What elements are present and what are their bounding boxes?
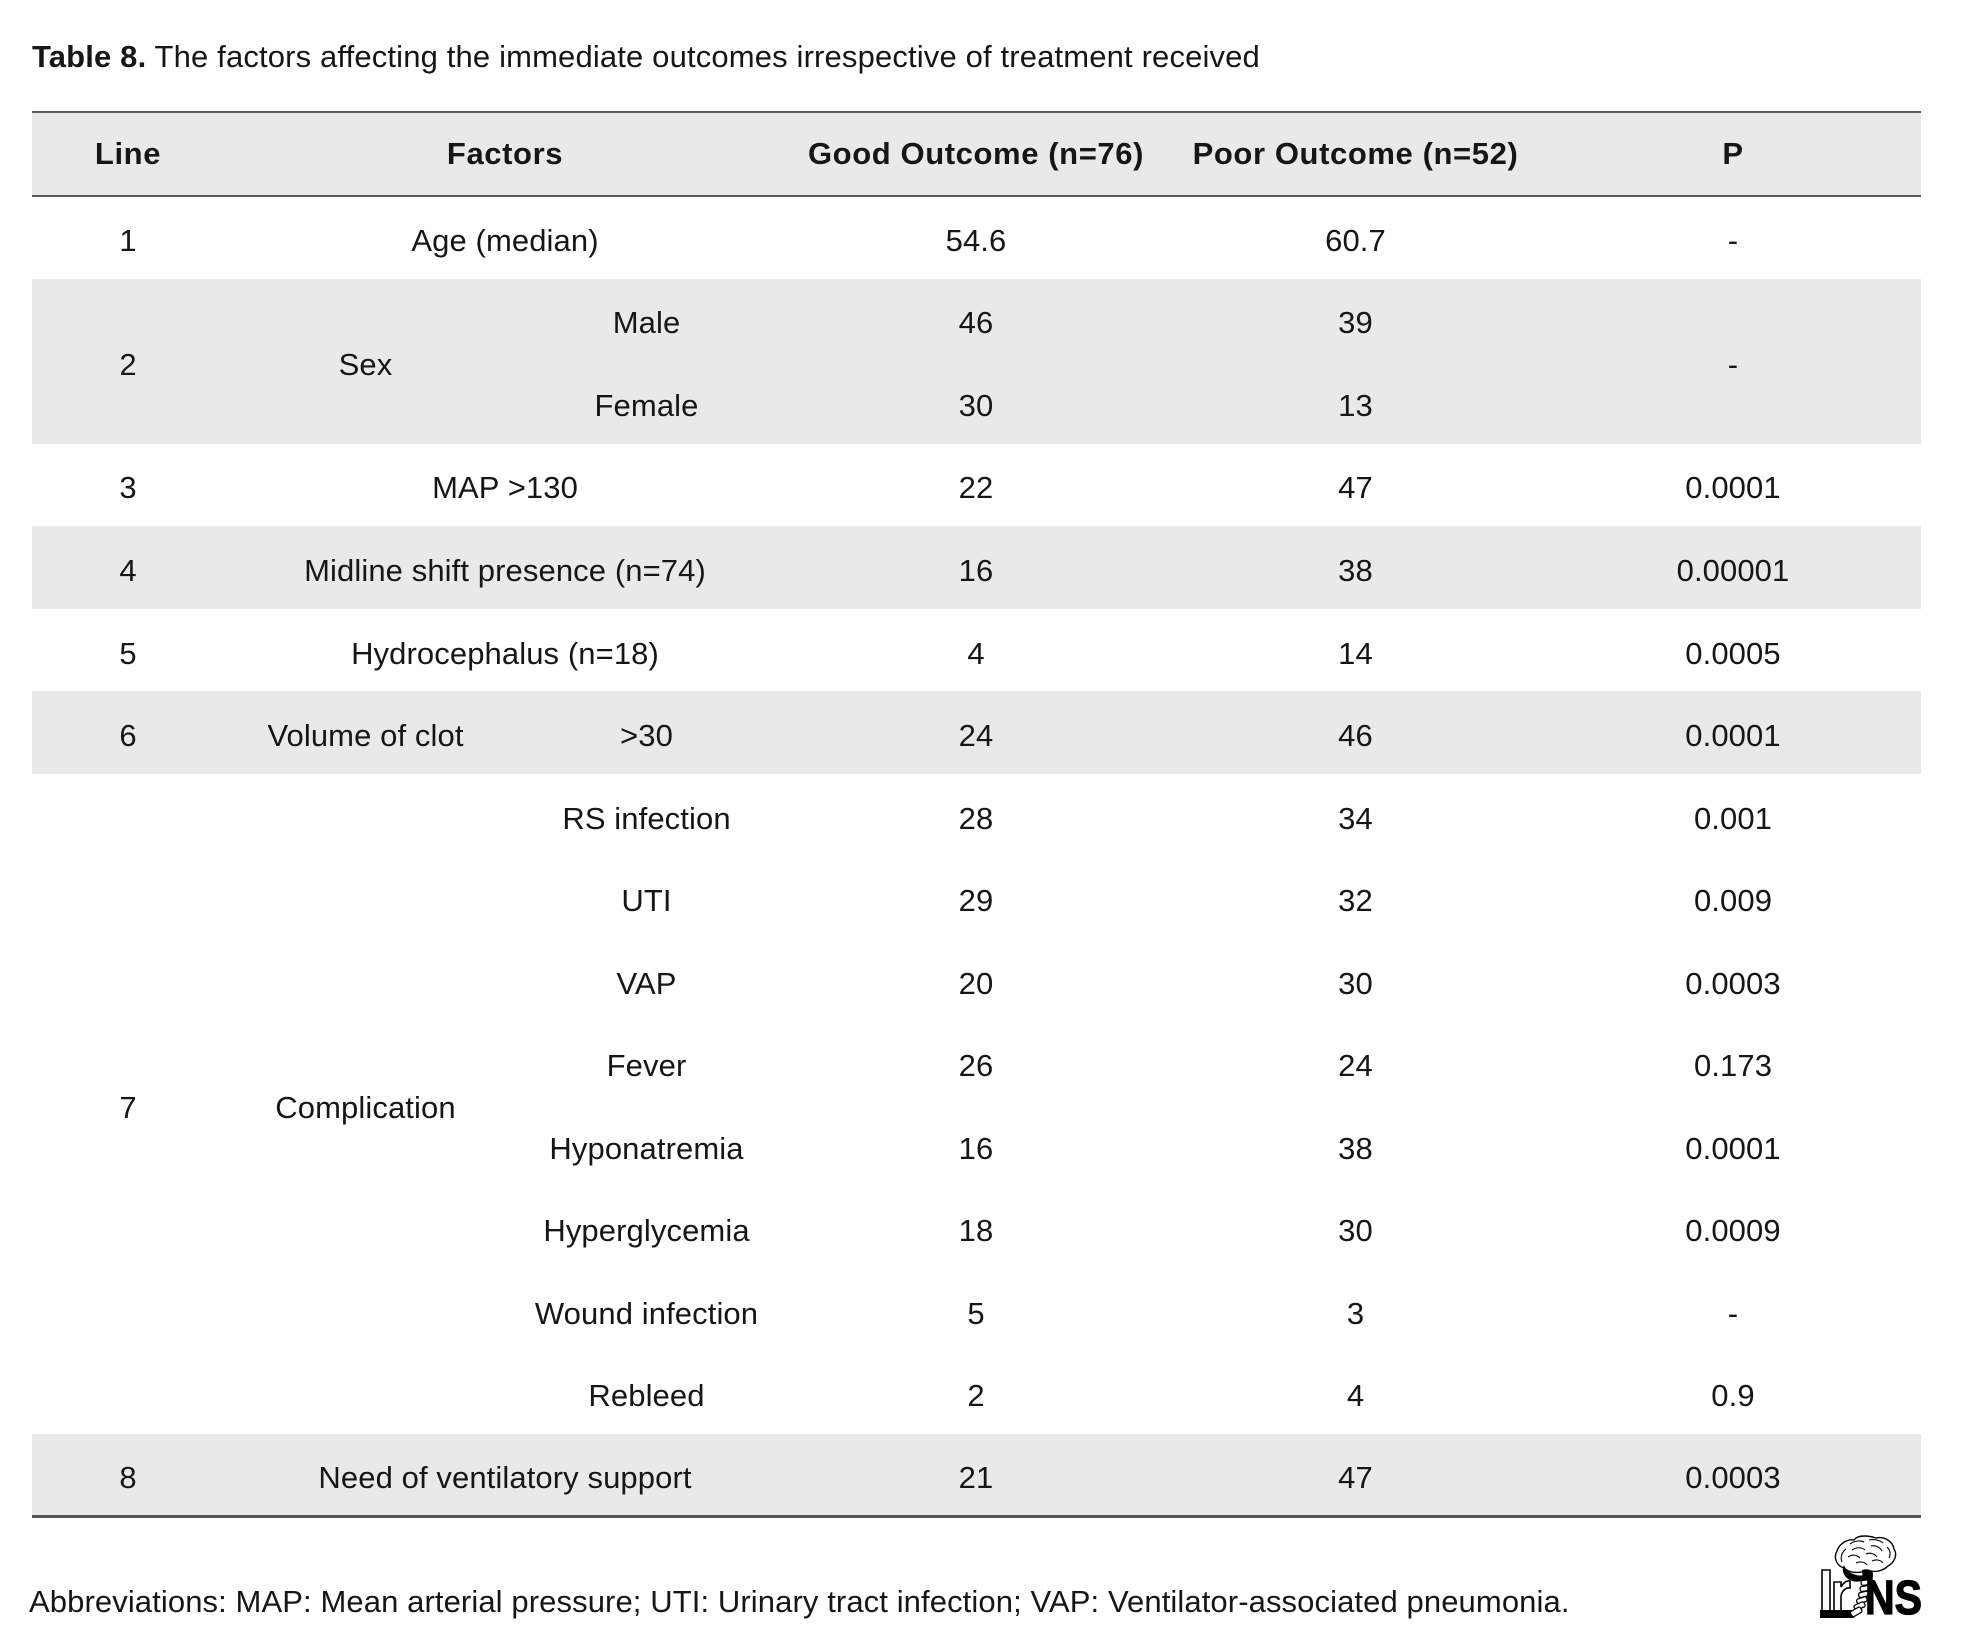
svg-text:NS: NS	[1865, 1572, 1922, 1625]
